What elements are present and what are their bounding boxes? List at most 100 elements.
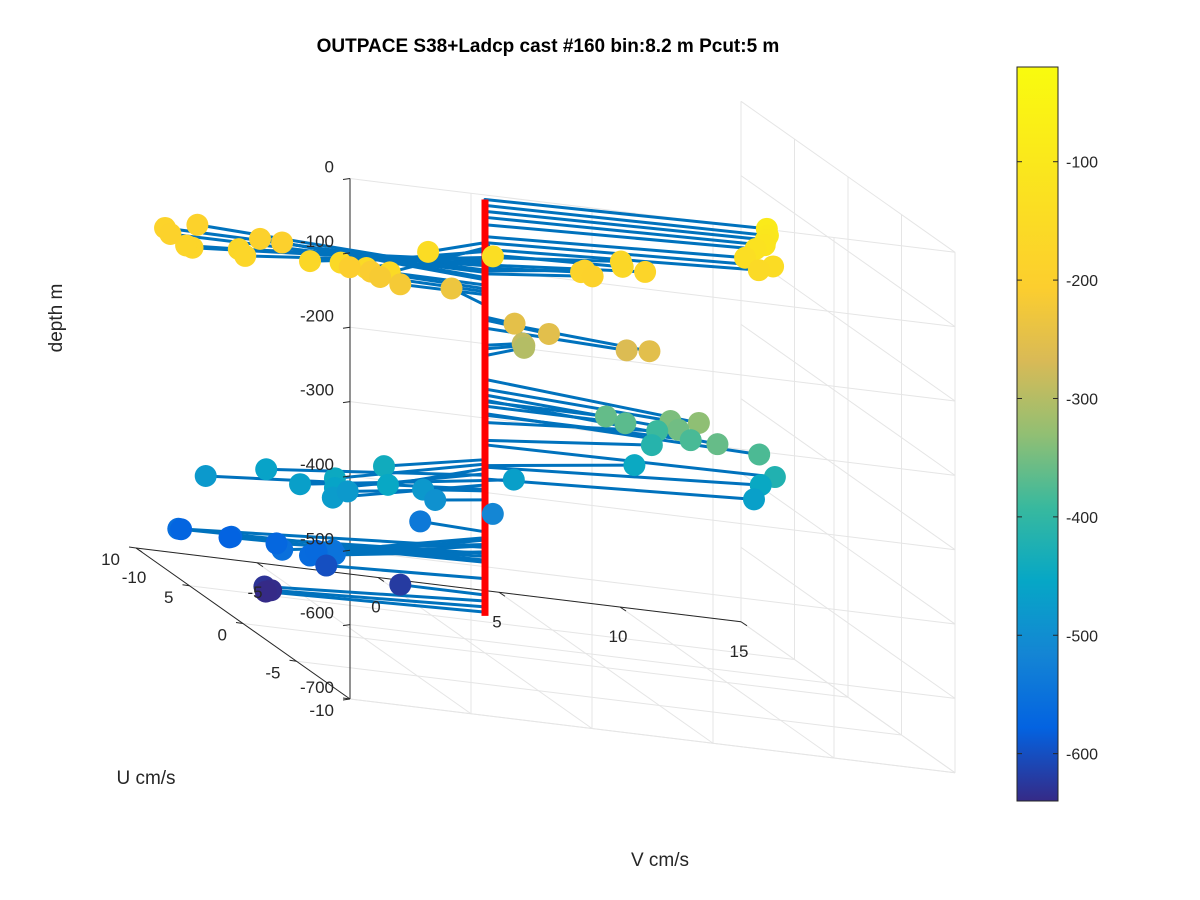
u-tick-label: -5 <box>265 663 280 682</box>
velocity-point <box>255 458 278 481</box>
velocity-point <box>315 554 338 577</box>
velocity-point <box>186 213 209 236</box>
v-tick-mark <box>377 577 385 582</box>
v-tick-label: -10 <box>122 568 147 587</box>
velocity-point <box>502 468 525 491</box>
z-tick-label: -600 <box>300 604 334 623</box>
velocity-point <box>389 573 412 596</box>
velocity-point <box>581 265 604 288</box>
velocity-point <box>265 532 288 555</box>
velocity-point <box>424 489 447 512</box>
velocity-arrow <box>483 255 623 264</box>
z-tick-mark <box>342 624 351 627</box>
velocity-point <box>409 510 432 533</box>
side-grid-z <box>740 100 956 253</box>
velocity-point <box>271 231 294 254</box>
velocity-point <box>614 412 637 435</box>
velocity-point <box>640 434 663 457</box>
velocity-point <box>481 502 504 525</box>
back-grid-z <box>349 698 956 774</box>
z-tick-label: 0 <box>325 158 334 177</box>
velocity-arrow <box>483 400 608 418</box>
colorbar: -100 -200 -300 -400 -500 -600 <box>1016 66 1098 802</box>
z-tick-label: -100 <box>300 232 334 251</box>
velocity-points <box>154 213 786 603</box>
velocity-point <box>373 455 395 478</box>
side-grid-z <box>740 546 956 699</box>
z-tick-label: -700 <box>300 678 334 697</box>
velocity-point <box>338 256 361 279</box>
velocity-point <box>687 411 710 434</box>
velocity-point <box>218 526 241 549</box>
colorbar-gradient <box>1016 66 1059 802</box>
y-axis-label: U cm/s <box>116 768 175 789</box>
colorbar-tick-label: -500 <box>1066 628 1098 645</box>
z-tick-mark <box>342 252 351 255</box>
velocity-point <box>234 244 257 267</box>
side-grid-z <box>740 323 956 476</box>
colorbar-tick-label: -300 <box>1066 391 1098 408</box>
side-grid-z <box>740 472 956 625</box>
x-axis-label: V cm/s <box>631 850 689 871</box>
v-tick-label: -5 <box>247 583 262 602</box>
side-grid-z <box>740 398 956 551</box>
velocity-arrow <box>195 223 487 274</box>
back-grid-z <box>349 624 956 699</box>
floor-grid-u <box>296 660 902 736</box>
velocity-arrow <box>483 465 763 487</box>
velocity-arrow <box>483 235 747 260</box>
u-tick-label: -10 <box>309 701 334 720</box>
v-tick-mark <box>619 606 627 612</box>
velocity-point <box>609 250 632 273</box>
velocity-point <box>747 259 770 282</box>
velocity-point <box>615 339 638 362</box>
z-tick-mark <box>342 698 351 701</box>
z-tick-mark <box>342 326 351 329</box>
axis-ticks: -10 -5 0 5 10 15 -10 -5 0 5 10 0 -100 -200 -300 -400 -50… <box>101 158 748 720</box>
velocity-arrow <box>483 387 672 423</box>
v-tick-label: 10 <box>609 627 628 646</box>
u-tick-mark <box>182 584 190 587</box>
colorbar-tick-label: -100 <box>1066 155 1098 172</box>
u-tick-label: 0 <box>218 626 227 645</box>
velocity-point <box>389 273 412 296</box>
u-tick-label: 10 <box>101 550 120 569</box>
z-tick-label: -200 <box>300 306 334 325</box>
v-tick-mark <box>256 562 264 568</box>
z-tick-label: -300 <box>300 381 334 400</box>
colorbar-tick-label: -200 <box>1066 273 1098 290</box>
velocity-point <box>170 518 193 541</box>
velocity-arrow <box>483 209 768 242</box>
u-tick-mark <box>289 659 297 662</box>
u-tick-mark <box>235 622 244 624</box>
z-tick-mark <box>342 401 351 404</box>
v-axis-line <box>135 547 742 623</box>
v-tick-mark <box>135 547 143 553</box>
colorbar-tick-label: -400 <box>1066 510 1098 527</box>
velocity-point <box>638 340 661 363</box>
velocity-point <box>376 473 399 496</box>
v-tick-label: 0 <box>371 598 380 617</box>
velocity-point <box>417 240 440 263</box>
velocity-point <box>537 322 560 345</box>
velocity-arrow <box>398 583 487 597</box>
velocity-arrow <box>483 215 767 247</box>
velocity-arrows <box>163 197 777 614</box>
u-tick-mark <box>128 546 137 549</box>
back-grid-z <box>349 326 956 402</box>
velocity-point <box>254 580 277 603</box>
chart-title: OUTPACE S38+Ladcp cast #160 bin:8.2 m Pc… <box>317 36 780 57</box>
floor-grid-u <box>189 585 795 660</box>
velocity-arrow <box>324 564 487 581</box>
velocity-arrow <box>483 438 654 447</box>
velocity-arrow <box>264 590 487 614</box>
velocity-arrow <box>280 241 487 282</box>
u-tick-label: 5 <box>164 588 173 607</box>
velocity-arrow <box>262 585 487 603</box>
velocity-point <box>249 227 272 250</box>
velocity-point <box>503 312 526 335</box>
velocity-arrow <box>483 463 636 468</box>
velocity-point <box>634 260 657 283</box>
side-grid-z <box>740 175 956 328</box>
